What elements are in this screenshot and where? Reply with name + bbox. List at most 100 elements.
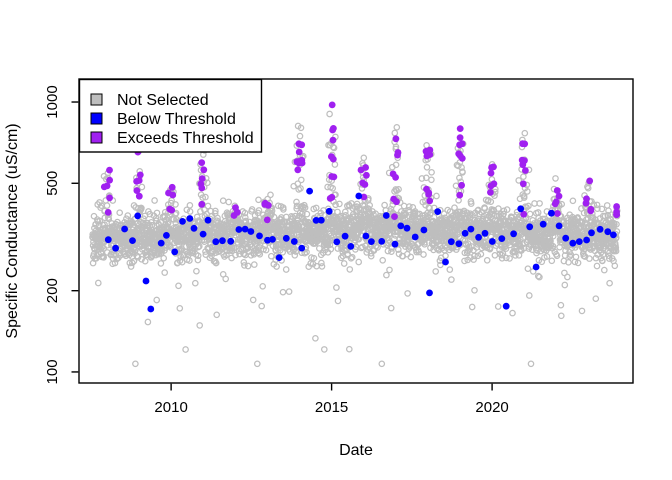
- data-point: [317, 216, 325, 224]
- legend-box: [78, 78, 263, 153]
- data-point: [549, 242, 557, 250]
- data-point: [195, 242, 203, 250]
- data-point: [105, 215, 113, 223]
- plot-points-area: [89, 101, 621, 368]
- data-point: [333, 238, 341, 246]
- data-point: [183, 206, 191, 214]
- data-point: [548, 257, 556, 265]
- data-point: [526, 210, 534, 218]
- data-point: [539, 220, 547, 228]
- data-point: [128, 259, 136, 267]
- data-point: [103, 202, 111, 209]
- data-point: [135, 177, 143, 184]
- data-point: [360, 193, 368, 201]
- data-point: [186, 257, 193, 264]
- data-point: [213, 311, 221, 319]
- data-point: [613, 211, 620, 219]
- data-point: [132, 360, 139, 368]
- data-point: [580, 209, 588, 217]
- data-point: [269, 236, 276, 243]
- data-point: [520, 210, 528, 218]
- data-point: [179, 218, 186, 225]
- data-point: [157, 239, 165, 247]
- data-point: [250, 261, 258, 268]
- legend-marker-not-selected: [90, 93, 103, 106]
- data-point: [153, 296, 161, 304]
- data-point: [564, 273, 571, 281]
- y-axis: 100 200 500 1000: [44, 85, 79, 384]
- data-point: [345, 345, 353, 353]
- data-point: [138, 183, 146, 191]
- data-point: [525, 202, 532, 210]
- data-point: [423, 152, 431, 160]
- data-point: [611, 220, 618, 228]
- data-point: [298, 210, 306, 218]
- data-point: [391, 240, 399, 248]
- data-point: [361, 181, 369, 188]
- data-point: [458, 155, 466, 162]
- data-point: [547, 237, 554, 245]
- data-point: [555, 192, 563, 200]
- data-point: [392, 186, 400, 193]
- data-point: [553, 252, 561, 260]
- data-point: [240, 258, 248, 266]
- data-point: [163, 232, 170, 239]
- data-point: [214, 214, 221, 222]
- data-point: [428, 176, 435, 184]
- data-point: [136, 171, 144, 179]
- data-point: [296, 132, 304, 140]
- data-point: [355, 258, 363, 266]
- data-point: [524, 265, 532, 273]
- data-point: [603, 202, 611, 209]
- data-point: [532, 263, 540, 271]
- data-point: [515, 177, 523, 184]
- data-point: [390, 195, 398, 203]
- data-point: [498, 235, 506, 243]
- data-point: [557, 301, 565, 309]
- data-point: [426, 289, 433, 297]
- data-point: [596, 225, 604, 233]
- data-point: [481, 229, 489, 237]
- plot-border: [78, 78, 634, 384]
- data-point: [330, 144, 338, 152]
- data-point: [509, 309, 516, 317]
- legend-label-exceeds-threshold: Exceeds Threshold: [117, 130, 254, 147]
- data-point: [499, 250, 507, 257]
- data-point: [199, 194, 207, 202]
- data-point: [517, 205, 525, 213]
- data-point: [303, 210, 311, 218]
- data-point: [593, 262, 601, 270]
- data-point: [329, 155, 337, 163]
- data-point: [100, 183, 108, 191]
- legend-marker-below-threshold: [90, 112, 103, 125]
- data-point: [390, 235, 398, 243]
- data-point: [590, 201, 598, 208]
- data-point: [164, 219, 172, 226]
- data-point: [522, 167, 529, 174]
- data-point: [336, 200, 343, 208]
- data-point: [235, 226, 243, 233]
- data-point: [219, 197, 227, 205]
- data-point: [392, 143, 400, 151]
- data-point: [452, 182, 460, 190]
- data-point: [198, 159, 206, 167]
- data-point: [400, 202, 408, 210]
- data-point: [394, 246, 402, 253]
- data-point: [134, 212, 142, 220]
- data-point: [124, 212, 132, 219]
- data-point: [261, 242, 269, 250]
- data-point: [555, 222, 563, 230]
- data-point: [275, 254, 283, 261]
- data-point: [138, 255, 145, 263]
- data-point: [425, 189, 433, 197]
- data-point: [612, 244, 620, 252]
- data-point: [326, 110, 333, 118]
- data-point: [279, 288, 287, 296]
- data-point: [378, 360, 386, 368]
- data-point: [481, 205, 489, 212]
- data-point: [146, 210, 154, 218]
- data-point: [523, 188, 531, 195]
- data-point: [172, 209, 180, 217]
- data-point: [578, 307, 586, 315]
- data-point: [329, 184, 337, 192]
